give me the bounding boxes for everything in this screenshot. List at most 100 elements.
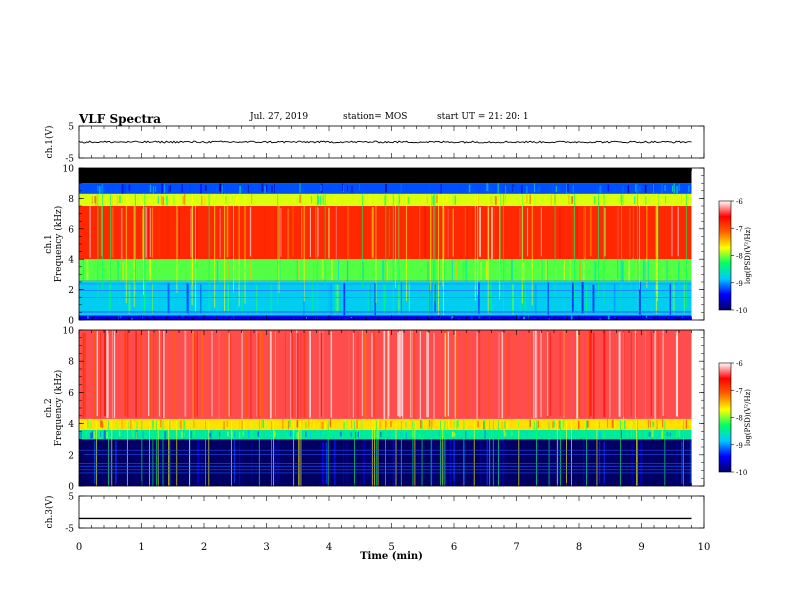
spectral-streak (439, 316, 442, 318)
spectral-streak (441, 206, 443, 257)
spectral-streak (93, 332, 96, 419)
spectral-streak (680, 194, 683, 204)
spectral-streak (291, 333, 293, 418)
colorbar-tick-label: -8 (736, 253, 743, 261)
spectral-streak (343, 283, 346, 315)
spectral-streak (320, 439, 322, 484)
spectral-streak (154, 331, 156, 418)
spectral-streak (619, 331, 621, 417)
spectral-streak (350, 316, 353, 318)
spectral-streak (309, 432, 312, 439)
spectral-streak (502, 439, 505, 486)
spectral-streak (193, 317, 195, 319)
spectral-streak (299, 194, 302, 204)
spectral-streak (670, 206, 673, 257)
x-tick-label: 7 (513, 542, 519, 553)
spectral-streak (502, 432, 504, 438)
spectral-streak (628, 185, 630, 194)
spectral-streak (219, 183, 221, 192)
spectral-streak (161, 194, 162, 206)
spectral-streak (189, 185, 191, 192)
spectral-streak (560, 440, 563, 485)
spectral-streak (674, 317, 677, 319)
spectral-streak (250, 420, 253, 429)
spectral-streak (455, 260, 457, 282)
spectral-streak (274, 331, 277, 417)
spectral-streak (605, 315, 607, 319)
spectral-streak (226, 206, 229, 258)
spectral-streak (289, 430, 292, 437)
colorbar-ch.2 (718, 362, 732, 473)
spectral-streak (97, 185, 99, 192)
spectral-streak (288, 419, 291, 428)
spectral-streak (452, 195, 455, 206)
spectral-streak (287, 421, 289, 430)
spectral-streak (296, 332, 299, 419)
spectral-streak (454, 283, 456, 316)
spectral-streak (113, 331, 116, 419)
spectral-streak (132, 430, 134, 438)
spectral-streak (183, 194, 186, 205)
spectral-streak (95, 195, 98, 205)
spectral-streak (464, 207, 467, 257)
spectral-streak (87, 315, 89, 319)
spectral-streak (346, 441, 348, 485)
spectral-streak (279, 259, 281, 281)
spectral-streak (118, 195, 121, 204)
spectral-streak (508, 332, 511, 417)
spectral-streak (351, 185, 353, 193)
spectral-streak (459, 420, 461, 429)
spectral-streak (549, 332, 552, 416)
spectral-streak (618, 332, 620, 417)
x-tick-label: 1 (138, 542, 144, 553)
spectral-streak (238, 419, 240, 430)
spectral-streak (476, 331, 478, 419)
spectral-streak (675, 441, 677, 485)
spectral-streak (328, 440, 330, 483)
spectral-streak (287, 208, 290, 259)
spectral-streak (401, 330, 404, 417)
spectral-streak (103, 430, 106, 439)
spectral-streak (303, 330, 306, 419)
spectral-streak (429, 183, 431, 192)
spectral-streak (338, 259, 339, 280)
x-tick-label: 4 (326, 542, 332, 553)
y-tick-label: 6 (68, 389, 74, 399)
spectral-streak (477, 420, 480, 428)
spectral-streak (451, 259, 453, 282)
spectral-streak (533, 421, 535, 430)
spectral-streak (631, 440, 633, 486)
spectral-streak (93, 440, 96, 484)
spectral-streak (505, 431, 507, 437)
spectral-streak (491, 429, 493, 437)
spectral-streak (485, 261, 488, 280)
spectral-streak (397, 207, 399, 258)
spectral-streak (496, 316, 498, 320)
spectral-streak (572, 185, 574, 193)
spectral-streak (405, 421, 407, 428)
spectral-streak (304, 260, 307, 282)
spectral-streak (678, 183, 681, 192)
spectral-streak (145, 206, 147, 258)
spectrogram-ch.2 (79, 330, 704, 486)
spectral-streak (482, 316, 485, 318)
spectral-streak (546, 421, 549, 427)
spectral-streak (657, 331, 659, 418)
spectral-streak (551, 183, 554, 194)
spectral-streak (317, 207, 319, 257)
spectral-streak (342, 440, 344, 485)
spectral-streak (552, 421, 554, 428)
spectral-streak (218, 432, 221, 437)
spectral-streak (450, 419, 452, 428)
spectral-streak (426, 196, 428, 204)
spectral-streak (120, 208, 123, 259)
spectral-streak (566, 184, 567, 194)
spectral-streak (309, 440, 312, 486)
spectral-streak (424, 206, 426, 258)
spectral-streak (672, 196, 675, 204)
spectral-streak (134, 439, 136, 486)
spectral-streak (333, 439, 336, 485)
spectral-streak (483, 419, 486, 430)
spectral-streak (607, 184, 610, 192)
spectral-streak (570, 315, 573, 320)
